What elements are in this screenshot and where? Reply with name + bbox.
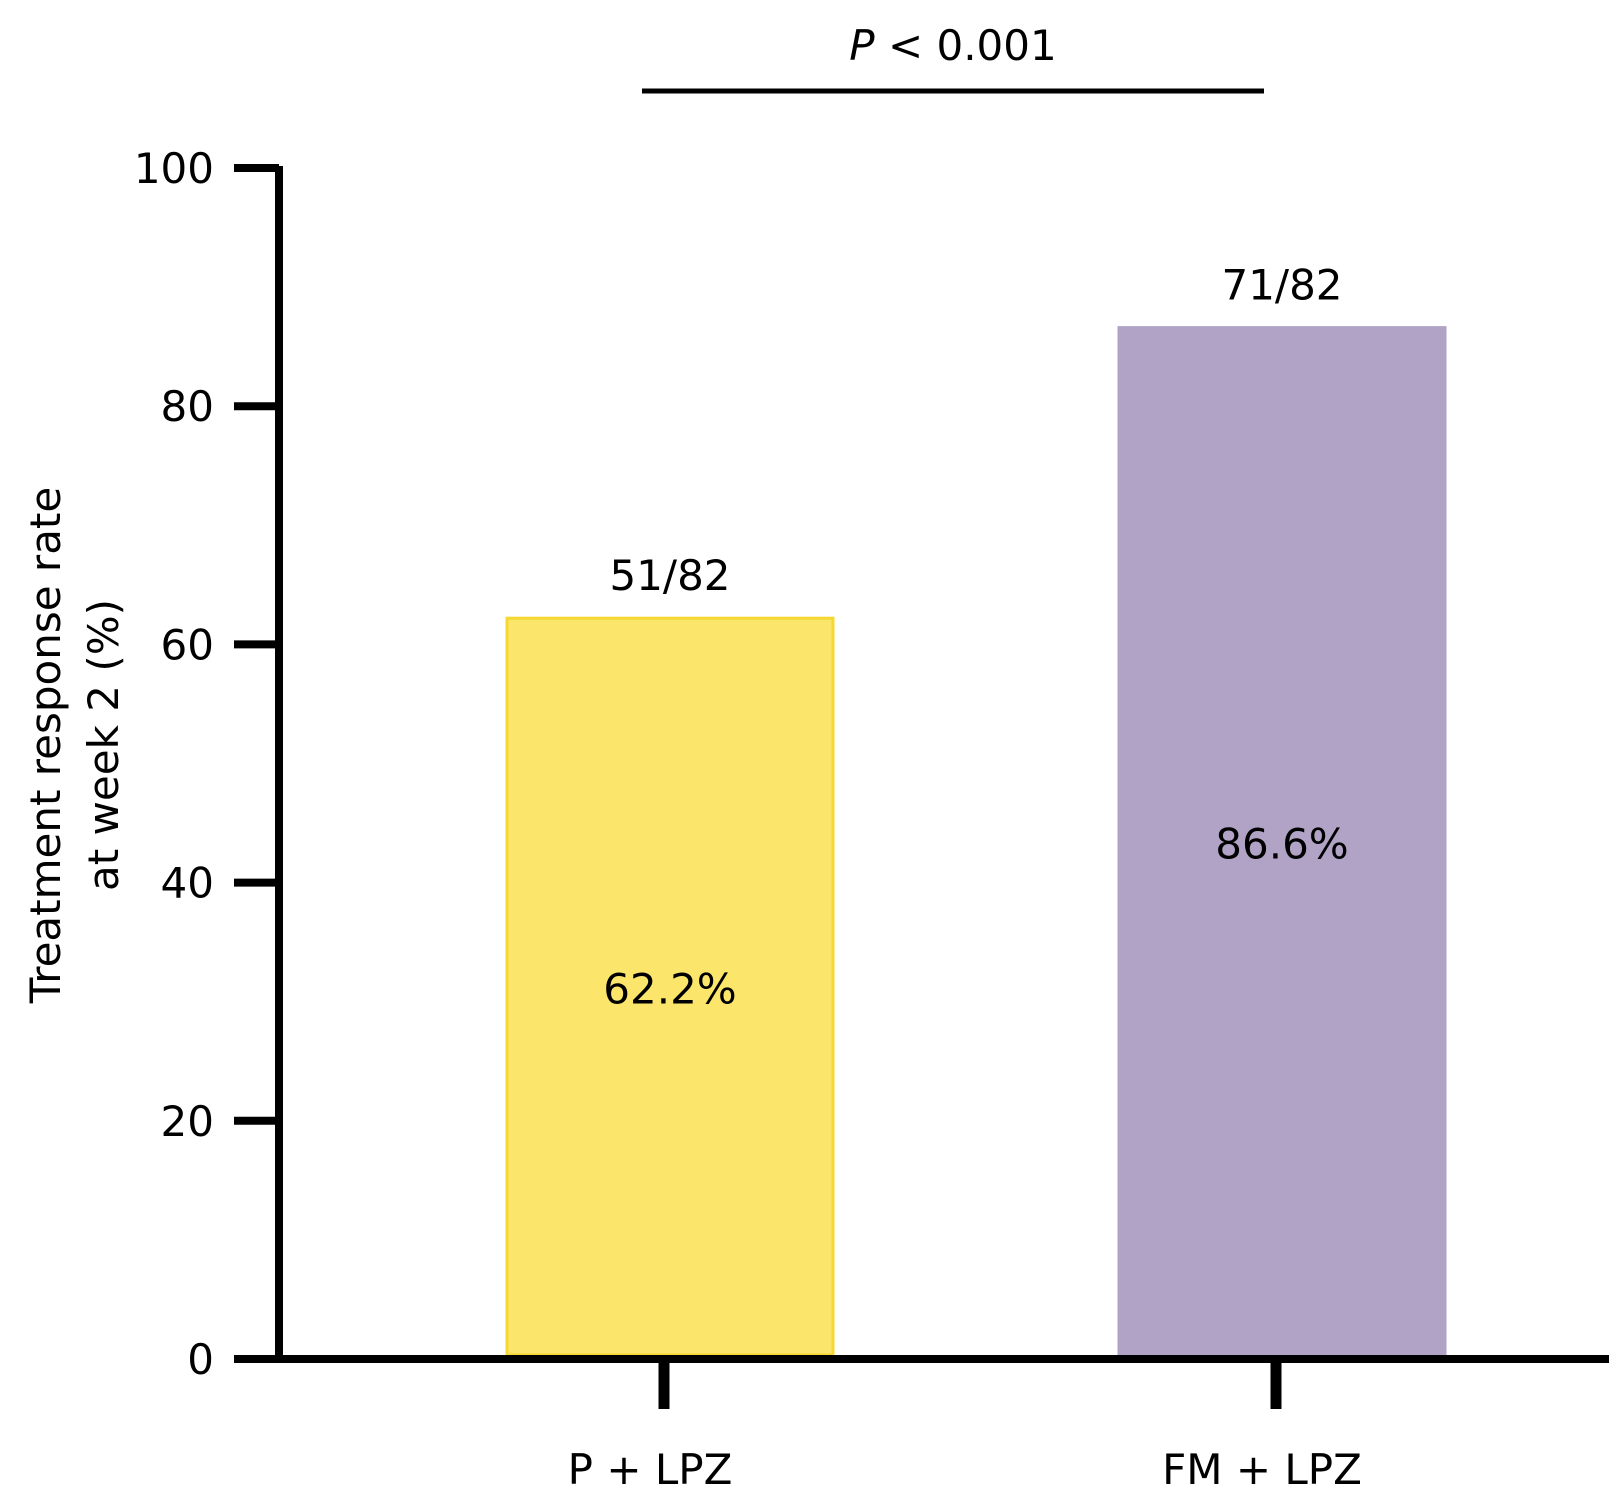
x-category-label-2: FM + LPZ	[1162, 1445, 1362, 1494]
y-tick-label-100: 100	[134, 144, 214, 193]
y-axis-title-line-2: at week 2 (%)	[79, 599, 128, 891]
bar-count-label-2: 71/82	[1221, 261, 1342, 310]
x-ticks: P + LPZ FM + LPZ	[568, 1359, 1362, 1494]
y-axis-title: Treatment response rate at week 2 (%)	[21, 487, 128, 1005]
significance-p-value: < 0.001	[875, 21, 1057, 70]
bars: 51/82 62.2% 71/82 86.6%	[505, 261, 1447, 1357]
y-axis-title-line-1: Treatment response rate	[21, 487, 70, 1005]
axes	[234, 166, 1609, 1363]
bar-2	[1117, 326, 1447, 1357]
significance-p-symbol: P	[849, 21, 875, 70]
y-tick-label-80: 80	[161, 382, 214, 431]
significance-annotation: P < 0.001	[642, 21, 1264, 94]
bar-count-label-1: 51/82	[609, 551, 730, 600]
y-ticks: 0 20 40 60 80 100	[134, 144, 279, 1384]
y-tick-label-20: 20	[161, 1097, 214, 1146]
bar-1	[505, 616, 835, 1357]
significance-label: P < 0.001	[849, 21, 1056, 70]
y-tick-label-0: 0	[187, 1335, 214, 1384]
bar-value-label-2: 86.6%	[1215, 819, 1348, 868]
y-tick-label-40: 40	[161, 859, 214, 908]
x-category-label-1: P + LPZ	[568, 1445, 733, 1494]
bar-value-label-1: 62.2%	[603, 965, 736, 1014]
y-tick-label-60: 60	[161, 620, 214, 669]
